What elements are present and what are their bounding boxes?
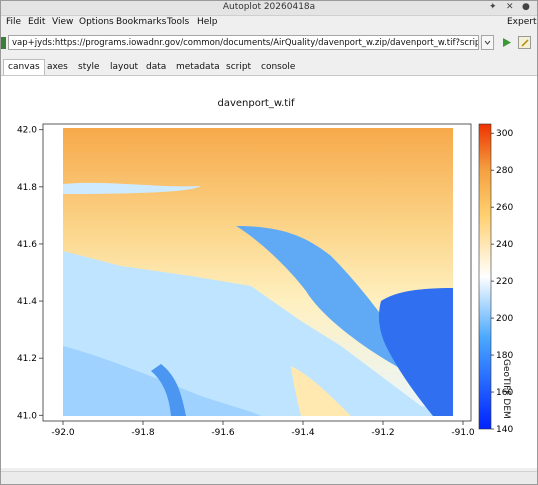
y-tick-label: 42.0	[17, 126, 37, 136]
y-tick-label: 41.0	[17, 411, 37, 421]
menu-tools[interactable]: Tools	[167, 17, 190, 27]
x-ticks: -92.0 -91.8 -91.6 -91.4 -91.2 -91.0	[51, 421, 475, 438]
play-icon[interactable]	[500, 36, 513, 49]
x-tick-label: -91.8	[131, 428, 155, 438]
tab-layout[interactable]: layout	[110, 62, 139, 72]
colorbar-tick-label: 180	[496, 351, 513, 361]
plot-axes	[42, 123, 472, 422]
x-tick-label: -91.0	[451, 428, 475, 438]
menu-view[interactable]: View	[52, 17, 74, 27]
colorbar-tick-label: 300	[496, 129, 513, 139]
colorbar-tick-label: 160	[496, 388, 513, 398]
tab-metadata[interactable]: metadata	[176, 62, 220, 72]
status-bar	[1, 471, 537, 484]
edit-icon[interactable]	[518, 36, 531, 49]
colorbar-ticks: 140 160 180 200 220 240 260 280 300	[491, 129, 513, 435]
y-ticks: 41.0 41.2 41.4 41.6 41.8 42.0	[17, 126, 43, 421]
tab-axes[interactable]: axes	[47, 62, 68, 72]
colorbar-tick-label: 280	[496, 166, 513, 176]
y-tick-label: 41.8	[17, 183, 37, 193]
menu-file[interactable]: File	[6, 17, 22, 27]
tab-console[interactable]: console	[261, 62, 296, 72]
heatmap-image	[63, 128, 453, 416]
x-tick-label: -92.0	[51, 428, 75, 438]
window-title: Autoplot 20260418a	[222, 2, 316, 12]
colorbar-tick-label: 240	[496, 240, 513, 250]
tab-style[interactable]: style	[78, 62, 100, 72]
x-tick-label: -91.2	[371, 428, 394, 438]
close-icon[interactable]: ✕	[506, 2, 514, 12]
title-bar: Autoplot 20260418a ✦ ✕ ●	[1, 1, 537, 16]
expert-menu[interactable]: Expert	[507, 17, 537, 27]
tab-data[interactable]: data	[146, 62, 167, 72]
url-history-dropdown[interactable]	[481, 35, 494, 50]
tab-strip: canvas axes style layout data metadata s…	[1, 59, 537, 76]
y-tick-label: 41.6	[17, 240, 37, 250]
plot-canvas[interactable]: davenport_w.tif	[1, 76, 537, 468]
plot-title: davenport_w.tif	[217, 98, 295, 109]
url-input[interactable]: vap+jyds:https://programs.iowadnr.gov/co…	[8, 35, 479, 50]
colorbar-tick-label: 220	[496, 277, 513, 287]
menu-options[interactable]: Options	[79, 17, 114, 27]
y-tick-label: 41.2	[17, 354, 37, 364]
y-tick-label: 41.4	[17, 297, 37, 307]
colorbar-tick-label: 140	[496, 425, 513, 435]
circle-icon[interactable]: ●	[522, 2, 530, 12]
tab-canvas[interactable]: canvas	[3, 59, 45, 75]
colorbar-tick-label: 200	[496, 314, 513, 324]
url-status-marker	[1, 37, 6, 49]
address-bar: vap+jyds:https://programs.iowadnr.gov/co…	[1, 32, 537, 54]
pin-icon[interactable]: ✦	[489, 2, 497, 12]
chevron-down-icon	[484, 40, 491, 45]
plot-svg: -92.0 -91.8 -91.6 -91.4 -91.2 -91.0 41.041.24…	[17, 123, 513, 438]
tab-script[interactable]: script	[226, 62, 252, 72]
x-tick-label: -91.4	[291, 428, 315, 438]
colorbar-label: GeoTIFF DEM	[501, 359, 511, 419]
menu-edit[interactable]: Edit	[28, 17, 46, 27]
menu-help[interactable]: Help	[197, 17, 218, 27]
colorbar	[478, 123, 492, 430]
menu-bookmarks[interactable]: Bookmarks	[116, 17, 167, 27]
menu-bar: File Edit View Options Bookmarks Tools H…	[1, 16, 537, 30]
colorbar-tick-label: 260	[496, 203, 513, 213]
x-tick-label: -91.6	[211, 428, 235, 438]
